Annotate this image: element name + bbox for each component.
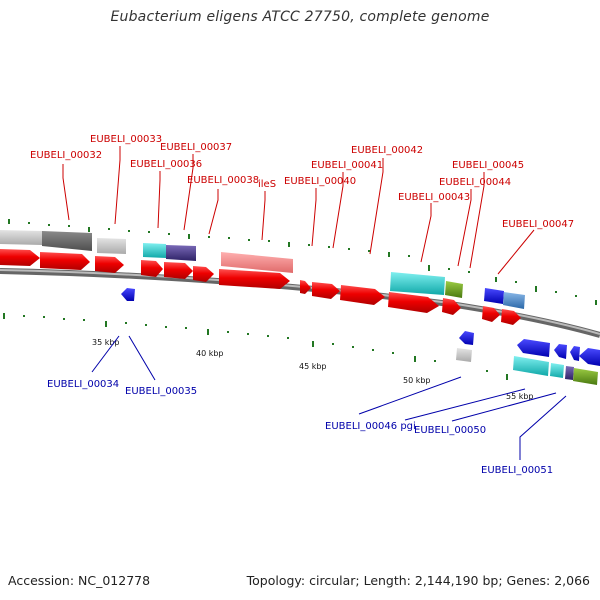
- cds-arrow: [193, 266, 214, 282]
- cds-arrow: [219, 269, 290, 289]
- gene-feature: [445, 281, 463, 298]
- gene-feature: [97, 238, 126, 254]
- gene-feature: [0, 230, 42, 245]
- label-eubeli-00036: EUBELI_00036: [130, 159, 202, 170]
- cds-arrow: [501, 309, 521, 325]
- cds-arrow: [164, 262, 193, 279]
- scale-label-40: 40 kbp: [196, 349, 224, 358]
- cds-arrow: [300, 280, 311, 294]
- upper-leader-lines: [62, 146, 535, 275]
- reverse-features: [121, 288, 600, 385]
- label-eubeli-00045: EUBELI_00045: [452, 160, 524, 171]
- gene-feature: [390, 272, 445, 295]
- scale-label-55: 55 kbp: [506, 392, 534, 401]
- reverse-cds-arrow: [459, 331, 474, 345]
- lower-leader-lines: [91, 335, 567, 460]
- reverse-cds-arrow: [121, 288, 135, 301]
- label-eubeli-00044: EUBELI_00044: [439, 177, 511, 188]
- label-eubeli-00047: EUBELI_00047: [502, 219, 574, 230]
- reverse-cds-arrow: [554, 344, 567, 359]
- label-eubeli-00037: EUBELI_00037: [160, 142, 232, 153]
- cds-arrow: [340, 285, 385, 305]
- forward-cds-row: [0, 249, 521, 325]
- label-eubeli-00035: EUBELI_00035: [125, 386, 197, 397]
- label-iles: ileS: [258, 179, 276, 190]
- cds-arrow: [141, 260, 163, 277]
- scale-label-50: 50 kbp: [403, 376, 431, 385]
- map-title: Eubacterium eligens ATCC 27750, complete…: [110, 9, 490, 25]
- label-eubeli-00034: EUBELI_00034: [47, 379, 119, 390]
- cds-arrow: [442, 298, 461, 315]
- label-eubeli-00042: EUBELI_00042: [351, 145, 423, 156]
- scale-label-45: 45 kbp: [299, 362, 327, 371]
- label-eubeli-00046-pgi: EUBELI_00046 pgi: [325, 421, 416, 432]
- gene-feature: [503, 292, 525, 309]
- cds-arrow: [95, 256, 124, 273]
- lower-tick-track: [3, 313, 508, 380]
- label-eubeli-00033: EUBELI_00033: [90, 134, 162, 145]
- label-eubeli-00032: EUBELI_00032: [30, 150, 102, 161]
- cds-arrow: [482, 306, 500, 322]
- cds-arrow: [388, 292, 439, 313]
- gene-feature: [565, 366, 574, 380]
- gene-feature: [550, 363, 564, 378]
- upper-tick-track: [8, 219, 597, 305]
- gene-feature: [166, 245, 196, 261]
- accession-text: Accession: NC_012778: [8, 573, 151, 588]
- cds-arrow: [312, 282, 340, 299]
- reverse-cds-arrow: [517, 339, 550, 357]
- topology-text: Topology: circular; Length: 2,144,190 bp…: [246, 573, 590, 588]
- gene-feature: [456, 348, 472, 362]
- label-eubeli-00051: EUBELI_00051: [481, 465, 553, 476]
- reverse-cds-arrow: [579, 348, 600, 366]
- label-eubeli-00050: EUBELI_00050: [414, 425, 486, 436]
- gene-feature: [513, 356, 549, 376]
- label-eubeli-00041: EUBELI_00041: [311, 160, 383, 171]
- label-eubeli-00043: EUBELI_00043: [398, 192, 470, 203]
- gene-feature: [484, 288, 504, 304]
- rna-feature: [221, 252, 293, 273]
- cds-arrow: [40, 252, 90, 270]
- forward-features-top: [0, 230, 525, 309]
- scale-label-35: 35 kbp: [92, 338, 120, 347]
- cds-arrow: [0, 249, 40, 266]
- gene-feature: [42, 231, 92, 251]
- reverse-cds-arrow: [570, 346, 580, 361]
- gene-feature: [143, 243, 166, 258]
- label-eubeli-00038: EUBELI_00038: [187, 175, 259, 186]
- gene-feature: [573, 368, 598, 385]
- label-eubeli-00040: EUBELI_00040: [284, 176, 356, 187]
